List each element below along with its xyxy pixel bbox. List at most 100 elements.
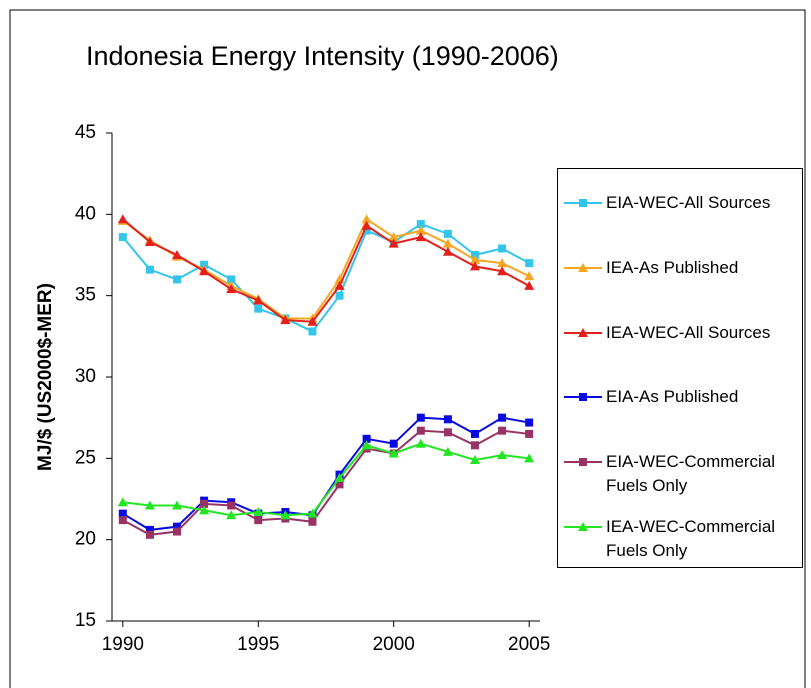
marker [443, 415, 452, 424]
legend-swatch [564, 199, 602, 207]
legend-label: IEA-WEC-All Sources [606, 323, 771, 342]
marker [416, 413, 425, 422]
marker [415, 232, 426, 242]
marker [579, 458, 587, 466]
marker [334, 472, 345, 482]
marker [280, 510, 291, 520]
y-tick-label: 25 [75, 447, 96, 468]
marker [469, 254, 480, 264]
marker [361, 440, 372, 450]
marker [578, 522, 588, 531]
x-tick-label: 1990 [102, 634, 144, 655]
marker [415, 438, 426, 448]
marker [172, 500, 183, 510]
marker [173, 522, 182, 531]
series-line [122, 416, 530, 531]
marker [388, 238, 399, 248]
marker [469, 454, 480, 464]
y-tick-label: 35 [75, 285, 96, 306]
marker [172, 250, 183, 259]
marker [361, 214, 372, 224]
marker [525, 429, 534, 438]
marker [280, 315, 291, 325]
marker [307, 316, 318, 326]
y-axis-label: MJ/$ (US2000$-MER) [35, 283, 56, 471]
marker [442, 246, 453, 256]
marker [442, 238, 453, 248]
chart-border [9, 9, 806, 688]
marker [117, 214, 128, 224]
marker [498, 426, 507, 435]
legend-label: IEA-WEC-Commercial Fuels Only [606, 517, 776, 560]
marker [117, 497, 128, 507]
series-line [122, 218, 530, 323]
chart-title: Indonesia Energy Intensity (1990-2006) [86, 41, 559, 71]
legend-label: EIA-WEC-All Sources [606, 193, 771, 212]
marker [388, 448, 399, 458]
y-tick-label: 45 [75, 122, 96, 143]
marker [173, 527, 182, 536]
marker [443, 428, 452, 437]
marker [497, 266, 508, 276]
marker [334, 280, 345, 290]
marker [362, 434, 371, 443]
marker [578, 328, 588, 337]
marker [470, 429, 479, 438]
y-tick-label: 30 [75, 366, 96, 387]
marker [470, 441, 479, 450]
marker [118, 509, 127, 518]
marker [497, 258, 508, 268]
marker [227, 501, 236, 510]
marker [145, 525, 154, 534]
marker [579, 199, 587, 207]
marker [226, 510, 237, 520]
marker [308, 327, 317, 336]
x-tick-label: 2005 [508, 634, 550, 655]
marker [362, 226, 371, 235]
marker [253, 295, 264, 305]
marker [443, 229, 452, 238]
marker [498, 244, 507, 253]
legend-label: IEA-As Published [606, 258, 739, 277]
marker [307, 508, 318, 518]
marker [226, 284, 237, 294]
marker [145, 265, 154, 274]
marker [389, 439, 398, 448]
marker [416, 426, 425, 435]
legend-entry: EIA-WEC-Commercial Fuels Only [558, 450, 804, 500]
marker [199, 266, 210, 276]
legend-swatch [564, 522, 602, 531]
marker [361, 220, 372, 230]
marker [200, 499, 209, 508]
legend-entry: EIA-As Published [558, 385, 804, 435]
series-line [122, 429, 530, 536]
marker [254, 304, 263, 313]
marker [525, 259, 534, 268]
x-tick-label: 2000 [373, 634, 415, 655]
marker [498, 413, 507, 422]
marker [469, 261, 480, 271]
legend-swatch [564, 393, 602, 401]
legend-entry: IEA-WEC-Commercial Fuels Only [558, 515, 804, 565]
y-tick-label: 40 [75, 203, 96, 224]
marker [118, 233, 127, 242]
legend-swatch [564, 263, 602, 272]
legend-entry: EIA-WEC-All Sources [558, 191, 804, 241]
marker [524, 271, 535, 281]
marker [578, 263, 588, 272]
marker [335, 480, 344, 489]
marker [415, 225, 426, 235]
y-tick-label: 15 [75, 610, 96, 631]
legend: EIA-WEC-All Sources IEA-As Published IEA-W… [557, 168, 803, 568]
marker [442, 446, 453, 456]
marker [525, 418, 534, 427]
marker [524, 280, 535, 290]
marker [416, 220, 425, 229]
legend-swatch [564, 458, 602, 466]
legend-label: EIA-WEC-Commercial Fuels Only [606, 452, 776, 495]
marker [497, 450, 508, 460]
marker [524, 453, 535, 463]
marker [254, 516, 263, 525]
marker [144, 500, 155, 510]
